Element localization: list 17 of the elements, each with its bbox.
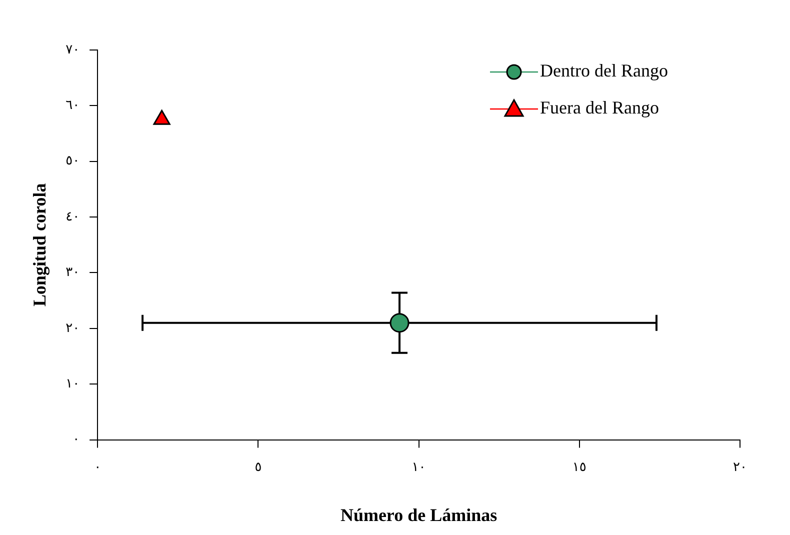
y-tick-label: ٦٠ [66,98,80,114]
y-tick-label: ٥٠ [66,154,80,169]
x-tick-label: ١٠ [412,460,426,475]
y-tick-label: ٧٠ [66,42,80,58]
y-tick-label: ١٠ [66,376,80,392]
y-tick-label: ٣٠ [66,265,80,280]
y-tick-label: ٤٠ [66,209,80,224]
x-tick-label: ٢٠ [733,460,747,475]
x-axis-title: Número de Láminas [340,504,498,525]
legend-label: Dentro del Rango [540,60,668,81]
x-tick-label: ١٥ [572,460,586,475]
x-tick-label: ٥ [254,460,262,475]
x-tick-label: ٠ [94,460,102,475]
y-tick-label: ٠ [72,432,80,448]
y-axis-title: Longitud corola [29,183,50,306]
y-tick-label: ٢٠ [66,320,80,336]
legend-label: Fuera del Rango [540,98,659,118]
